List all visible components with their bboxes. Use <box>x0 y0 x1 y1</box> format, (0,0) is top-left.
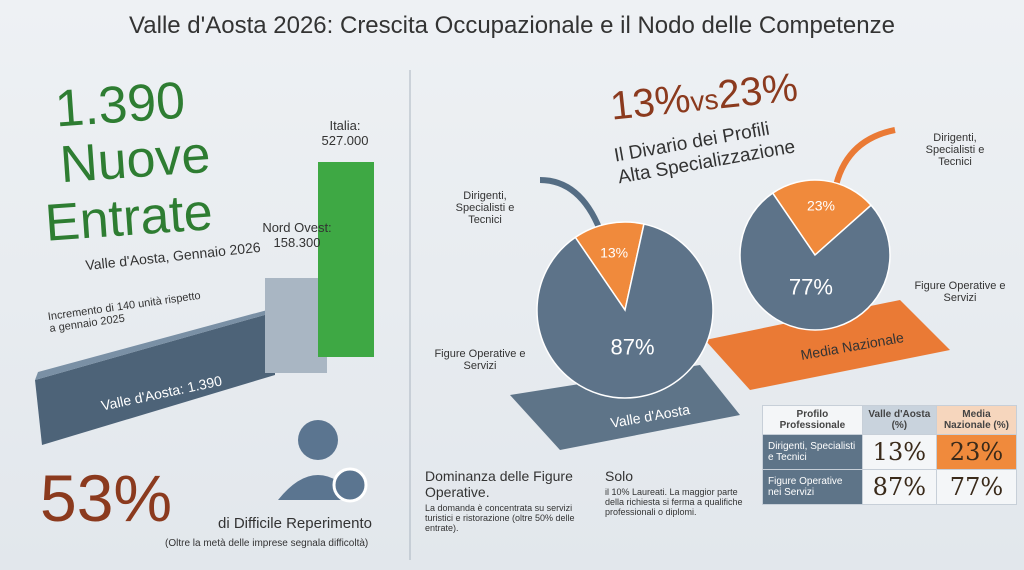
pie-label: 87% <box>611 335 655 360</box>
bar-italia <box>318 162 374 357</box>
table-header-cell: Media Nazionale (%) <box>935 405 1018 435</box>
pie-label: 13% <box>600 245 628 261</box>
group-label: Dirigenti, Specialisti e Tecnici <box>925 132 985 168</box>
group-label: Figure Operative e Servizi <box>434 348 526 372</box>
table-cell: 13% <box>861 434 937 470</box>
arrow <box>539 177 603 232</box>
table-header-cell: Valle d'Aosta (%) <box>861 405 937 435</box>
arrow <box>832 127 896 191</box>
comparison-left: 13% <box>608 76 693 129</box>
plus-icon <box>332 467 368 503</box>
person-head <box>298 420 338 460</box>
bar-label: Italia: 527.000 <box>305 118 385 148</box>
table-header: Profilo Professionale Valle d'Aosta (%) … <box>762 405 1018 435</box>
group-label: Figure Operative e Servizi <box>914 280 1006 304</box>
pie-slice <box>536 223 714 399</box>
table-cell: 23% <box>935 434 1018 470</box>
pie-slice <box>739 192 891 331</box>
difficulty-note: (Oltre la metà delle imprese segnala dif… <box>165 538 369 549</box>
group-label: Dirigenti, Specialisti e Tecnici <box>455 190 515 226</box>
difficulty-percent: 53% <box>40 461 173 535</box>
bullet: Solo il 10% Laureati. La maggior parte de… <box>605 468 755 517</box>
bullet-text: il 10% Laureati. La maggior parte della … <box>605 487 743 517</box>
pie-slice <box>574 221 645 312</box>
table-cell: 87% <box>861 469 937 505</box>
comparison-right: 23% <box>715 65 800 118</box>
bullet-text: La domanda è concentrata su servizi turi… <box>425 503 575 533</box>
bar-label-value: 527.000 <box>321 133 369 148</box>
table-cell: Dirigenti, Specialisti e Tecnici <box>762 434 863 470</box>
bar-valle-top <box>35 306 282 380</box>
bar-nord-ovest <box>265 278 327 373</box>
bar-label-name: Italia: <box>329 118 361 133</box>
table-cell: 77% <box>935 469 1018 505</box>
comparison-vs: vs <box>688 83 720 118</box>
bar-valle <box>35 312 275 445</box>
headline-line: Entrate <box>43 183 215 253</box>
bar-label-value: 158.300 <box>273 235 321 250</box>
table: Profilo Professionale Valle d'Aosta (%) … <box>762 405 1018 505</box>
bar-label: Nord Ovest: 158.300 <box>262 220 332 250</box>
pie-label: 77% <box>789 274 833 299</box>
bullet-title: Dominanza delle Figure Operative. <box>425 468 573 500</box>
table-header-cell: Profilo Professionale <box>762 405 863 435</box>
bullet-title: Solo <box>605 468 634 484</box>
pie-slice <box>771 179 873 257</box>
base-valle <box>510 365 740 450</box>
table-cell: Figure Operative nei Servizi <box>762 469 863 505</box>
bullet: Dominanza delle Figure Operative. La doma… <box>425 468 585 533</box>
table-row: Figure Operative nei Servizi 87% 77% <box>762 469 1018 505</box>
base-nazionale <box>705 300 950 390</box>
title: Valle d'Aosta 2026: Crescita Occupaziona… <box>129 12 895 39</box>
table-row: Dirigenti, Specialisti e Tecnici 13% 23% <box>762 434 1018 470</box>
bar-label-name: Nord Ovest: <box>262 220 332 235</box>
pie-label: 23% <box>807 197 835 213</box>
difficulty-text: di Difficile Reperimento <box>218 515 372 532</box>
